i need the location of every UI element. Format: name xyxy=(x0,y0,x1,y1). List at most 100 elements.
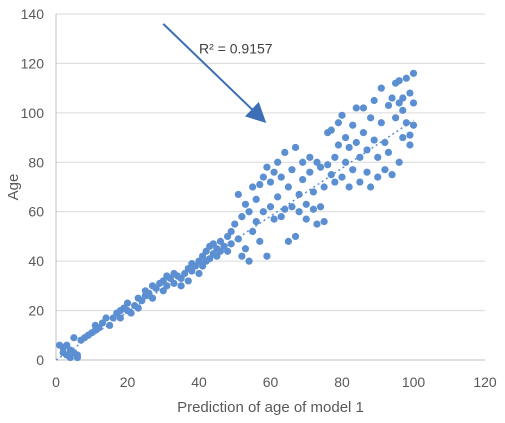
data-point xyxy=(377,84,385,92)
r-squared-label: R² = 0.9157 xyxy=(199,41,273,57)
data-point xyxy=(334,141,343,149)
data-point xyxy=(148,294,157,302)
x-tick-label: 80 xyxy=(334,374,350,390)
data-point xyxy=(327,171,335,179)
y-tick-label: 20 xyxy=(28,303,44,319)
data-point xyxy=(384,101,393,110)
data-point xyxy=(263,163,271,171)
data-point xyxy=(234,235,242,243)
data-point xyxy=(270,215,278,223)
data-point xyxy=(166,274,174,283)
data-point xyxy=(370,136,378,144)
y-tick-label: 60 xyxy=(28,204,44,220)
data-point xyxy=(356,153,364,161)
data-point xyxy=(274,158,282,166)
data-point xyxy=(134,304,142,312)
data-point xyxy=(291,143,300,152)
data-point xyxy=(191,262,200,270)
data-point xyxy=(363,146,371,154)
data-point xyxy=(216,237,225,245)
data-point xyxy=(295,190,303,199)
data-point xyxy=(388,94,396,102)
data-point xyxy=(374,173,382,181)
data-point xyxy=(241,200,250,208)
data-point xyxy=(241,245,250,253)
x-tick-label: 0 xyxy=(52,374,60,390)
data-point xyxy=(370,96,378,105)
data-point xyxy=(106,321,114,329)
data-point xyxy=(349,166,357,174)
data-point xyxy=(213,252,221,260)
data-point xyxy=(231,220,239,228)
data-point xyxy=(252,195,260,203)
data-point xyxy=(334,119,343,127)
data-point xyxy=(216,247,225,255)
data-point xyxy=(163,282,171,290)
data-point xyxy=(327,126,335,134)
data-point xyxy=(209,240,217,248)
data-point xyxy=(152,284,160,292)
data-point xyxy=(320,183,328,191)
data-point xyxy=(181,269,189,278)
data-point xyxy=(295,208,303,216)
data-point xyxy=(309,188,317,196)
tick-labels: 0 20 40 60 80 100 120 0 20 40 60 80 100 120 140 xyxy=(21,6,497,390)
data-point xyxy=(291,232,300,241)
data-point xyxy=(359,129,368,137)
data-point xyxy=(256,237,264,245)
data-point xyxy=(63,341,71,349)
y-tick-label: 140 xyxy=(21,6,45,22)
data-point xyxy=(345,143,353,152)
x-tick-label: 20 xyxy=(120,374,136,390)
data-point xyxy=(345,183,353,191)
data-point xyxy=(395,99,403,107)
data-point xyxy=(338,111,346,119)
data-point xyxy=(256,180,264,189)
data-point xyxy=(195,257,203,265)
data-point xyxy=(409,69,418,77)
data-point xyxy=(349,121,357,129)
data-point xyxy=(249,227,257,236)
data-point xyxy=(409,121,418,129)
data-point xyxy=(363,168,371,176)
data-point xyxy=(374,153,382,161)
data-point xyxy=(227,227,235,236)
data-point xyxy=(288,166,296,174)
data-point xyxy=(399,106,407,114)
gridlines xyxy=(56,13,485,312)
data-point xyxy=(227,240,235,248)
data-point xyxy=(263,252,271,260)
x-tick-label: 60 xyxy=(263,374,279,390)
data-point xyxy=(170,279,178,287)
data-point xyxy=(288,203,296,211)
data-point xyxy=(406,141,414,149)
data-point xyxy=(367,183,375,191)
data-point xyxy=(402,74,410,82)
data-point xyxy=(341,158,350,166)
data-point xyxy=(377,119,385,127)
data-point xyxy=(302,215,310,223)
data-point xyxy=(259,208,267,216)
data-point xyxy=(331,153,339,161)
data-point xyxy=(338,173,346,181)
data-point xyxy=(356,178,364,186)
data-point xyxy=(102,314,110,322)
data-point xyxy=(238,252,246,260)
data-point xyxy=(206,255,214,263)
data-point xyxy=(299,175,307,184)
data-point xyxy=(313,220,321,228)
data-point xyxy=(381,138,389,147)
data-point xyxy=(184,277,192,285)
data-point xyxy=(281,148,289,156)
data-point xyxy=(406,89,414,97)
data-point xyxy=(381,166,389,174)
data-point xyxy=(274,193,282,201)
data-point xyxy=(198,252,207,260)
data-point xyxy=(224,247,232,255)
data-point xyxy=(392,114,400,122)
data-point xyxy=(177,274,185,283)
x-axis-title: Prediction of age of model 1 xyxy=(177,399,364,416)
data-point xyxy=(352,104,360,112)
data-point xyxy=(316,163,325,171)
